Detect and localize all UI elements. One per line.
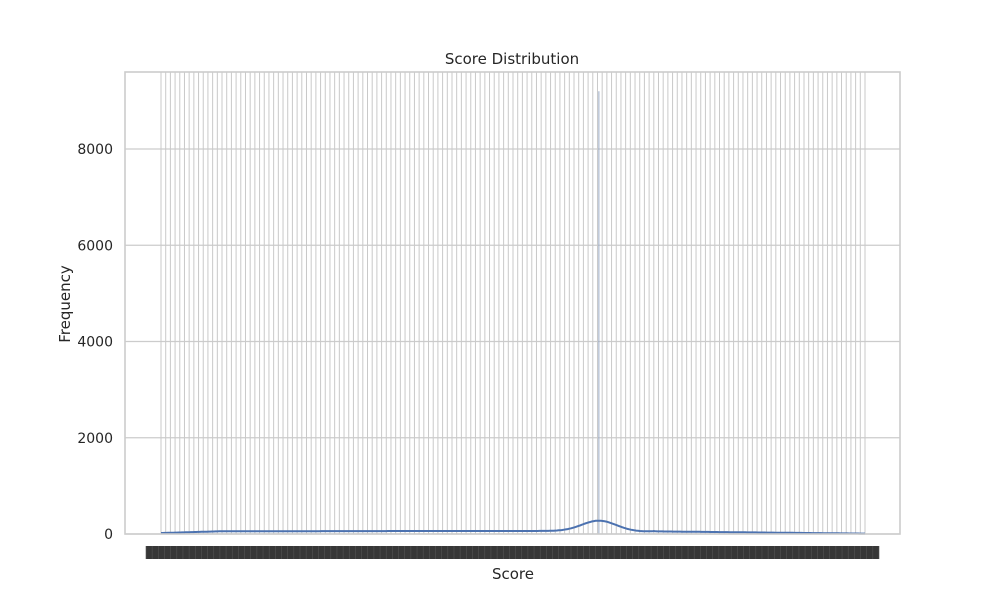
y-tick-label: 4000: [77, 335, 113, 351]
x-tick-labels-jumble: [146, 546, 879, 559]
y-tick-label: 0: [104, 527, 113, 543]
y-tick-label: 2000: [77, 431, 113, 447]
x-axis-ticks: [145, 546, 880, 559]
y-tick-label: 8000: [77, 142, 113, 158]
chart-title: Score Distribution: [445, 50, 579, 68]
axes-frame: [124, 71, 901, 535]
x-axis-label: Score: [492, 565, 534, 583]
kde-layer: [161, 519, 865, 535]
y-axis-ticks: 0 2000 4000 6000 8000: [77, 142, 113, 543]
histogram-bins: [160, 72, 866, 534]
y-axis-label: Frequency: [56, 265, 74, 343]
kde-curve: [161, 519, 865, 535]
y-tick-label: 6000: [77, 238, 113, 254]
plot-area-border: [124, 71, 901, 535]
